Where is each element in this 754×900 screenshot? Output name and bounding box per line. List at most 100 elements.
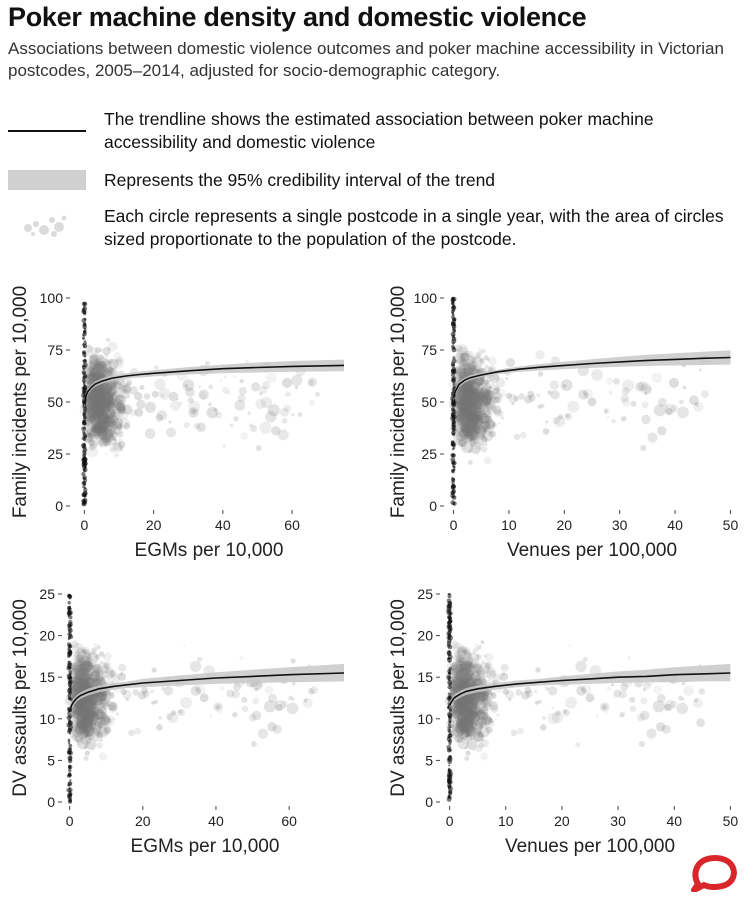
- data-point: [453, 710, 457, 715]
- data-point: [123, 422, 131, 430]
- data-point: [89, 671, 100, 682]
- data-point: [455, 663, 467, 675]
- data-point: [88, 699, 94, 705]
- data-point: [99, 425, 107, 434]
- data-point: [462, 673, 473, 684]
- data-point: [469, 416, 479, 427]
- data-point: [464, 700, 475, 711]
- data-point: [153, 699, 159, 705]
- data-point: [469, 699, 479, 709]
- data-point: [467, 413, 475, 421]
- data-point: [99, 706, 108, 715]
- data-point: [94, 723, 97, 726]
- data-point: [132, 689, 140, 696]
- data-point: [638, 741, 645, 747]
- data-point: [76, 648, 87, 659]
- data-point: [86, 366, 97, 377]
- data-point: [692, 697, 704, 708]
- data-point: [97, 662, 109, 674]
- data-point: [94, 363, 101, 371]
- data-point: [446, 631, 451, 636]
- data-point: [549, 380, 559, 390]
- data-point: [67, 721, 73, 726]
- data-point: [96, 407, 106, 417]
- data-point: [92, 730, 103, 742]
- data-point: [151, 390, 159, 398]
- data-point: [463, 391, 468, 395]
- data-point: [468, 432, 472, 436]
- data-point: [193, 422, 201, 430]
- data-point: [93, 397, 98, 402]
- data-point: [471, 382, 479, 390]
- data-point: [620, 417, 626, 422]
- data-point: [144, 428, 156, 439]
- data-point: [88, 395, 93, 400]
- data-point: [112, 441, 124, 453]
- data-point: [482, 693, 489, 700]
- data-point: [279, 407, 289, 417]
- data-point: [95, 388, 103, 395]
- data-point: [451, 676, 458, 683]
- data-point: [466, 677, 477, 688]
- data-point: [476, 654, 482, 660]
- data-point: [474, 386, 482, 394]
- data-point: [457, 717, 467, 727]
- data-point: [87, 432, 92, 437]
- data-point: [464, 366, 470, 372]
- data-point: [95, 400, 106, 411]
- data-point: [76, 706, 85, 714]
- data-point: [80, 676, 89, 684]
- data-point: [92, 363, 97, 368]
- data-point: [110, 673, 120, 684]
- data-point: [92, 388, 103, 399]
- data-point: [481, 696, 488, 703]
- data-point: [466, 388, 477, 399]
- data-point: [480, 415, 490, 425]
- data-point: [96, 364, 100, 368]
- data-point: [89, 702, 98, 710]
- data-point: [97, 384, 103, 391]
- data-point: [460, 393, 471, 404]
- data-point: [91, 389, 102, 399]
- data-point: [452, 672, 465, 685]
- data-point: [486, 358, 491, 362]
- data-point: [467, 429, 474, 436]
- data-point: [111, 383, 117, 388]
- data-point: [497, 410, 504, 417]
- data-point: [99, 384, 105, 390]
- data-point: [463, 405, 470, 411]
- data-point: [83, 728, 89, 734]
- data-point: [518, 393, 525, 400]
- data-point: [484, 390, 495, 401]
- data-point: [112, 409, 124, 420]
- data-point: [467, 416, 470, 420]
- data-point: [469, 416, 473, 420]
- data-point: [100, 424, 107, 431]
- data-point: [78, 673, 89, 684]
- data-point: [154, 365, 159, 370]
- data-point: [467, 670, 475, 678]
- data-point: [108, 401, 117, 411]
- data-point: [94, 404, 105, 415]
- data-point: [78, 678, 84, 683]
- data-point: [629, 705, 636, 712]
- data-point: [596, 715, 599, 718]
- data-point: [88, 409, 97, 419]
- data-point: [473, 416, 476, 418]
- data-point: [457, 403, 463, 409]
- data-point: [91, 716, 95, 720]
- data-point: [85, 698, 94, 707]
- data-point: [87, 436, 93, 442]
- data-point: [490, 693, 494, 697]
- data-point: [115, 402, 125, 413]
- data-point: [575, 742, 581, 748]
- data-point: [483, 697, 494, 707]
- data-point: [85, 407, 97, 420]
- data-point: [87, 407, 98, 419]
- data-point: [587, 397, 597, 407]
- data-point: [481, 415, 492, 426]
- data-point: [475, 385, 479, 388]
- data-point: [464, 702, 477, 714]
- data-point: [99, 444, 104, 448]
- data-point: [83, 660, 92, 669]
